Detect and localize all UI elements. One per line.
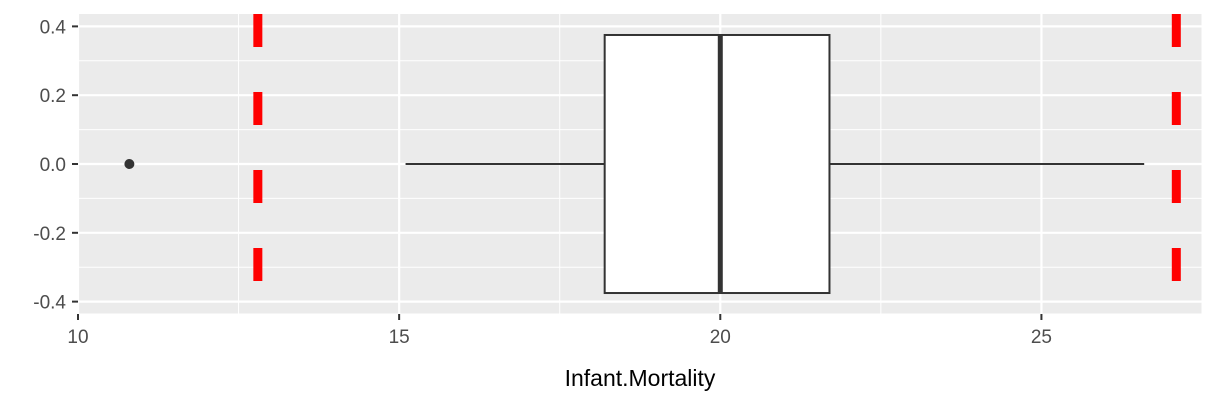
x-tick-label: 20 <box>710 327 731 348</box>
y-tick-label: 0.0 <box>40 155 66 176</box>
y-tick-label: -0.2 <box>33 224 66 245</box>
chart-marks <box>124 14 1181 314</box>
x-tick-label: 25 <box>1031 327 1052 348</box>
y-tick-label: 0.2 <box>40 86 66 107</box>
x-axis-title: Infant.Mortality <box>565 365 716 391</box>
y-tick-label: 0.4 <box>40 17 67 38</box>
axes: 10 15 20 25 -0.4 -0.2 0.0 0.2 0.4 <box>33 17 1202 348</box>
x-tick-label: 10 <box>67 327 88 348</box>
iqr-box <box>603 33 831 295</box>
x-tick-label: 15 <box>389 327 410 348</box>
y-tick-label: -0.4 <box>33 293 66 314</box>
outlier-point <box>124 159 135 169</box>
